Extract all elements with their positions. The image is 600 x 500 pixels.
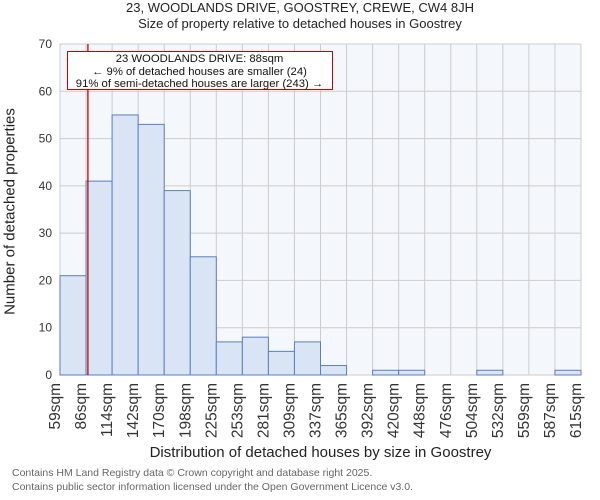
svg-text:198sqm: 198sqm: [177, 383, 194, 438]
svg-text:559sqm: 559sqm: [516, 383, 533, 438]
svg-text:337sqm: 337sqm: [308, 383, 325, 438]
svg-text:504sqm: 504sqm: [464, 383, 481, 438]
svg-text:70: 70: [39, 37, 53, 51]
svg-text:365sqm: 365sqm: [334, 383, 351, 438]
svg-text:448sqm: 448sqm: [412, 383, 429, 438]
svg-text:309sqm: 309sqm: [281, 383, 298, 438]
svg-text:170sqm: 170sqm: [151, 383, 168, 438]
svg-text:86sqm: 86sqm: [73, 383, 90, 430]
svg-text:420sqm: 420sqm: [386, 383, 403, 438]
svg-text:114sqm: 114sqm: [99, 383, 116, 437]
svg-text:0: 0: [45, 368, 52, 382]
svg-text:615sqm: 615sqm: [568, 383, 585, 438]
svg-text:40: 40: [39, 179, 53, 193]
svg-text:253sqm: 253sqm: [229, 383, 246, 438]
svg-text:587sqm: 587sqm: [542, 383, 559, 438]
svg-text:60: 60: [39, 84, 53, 98]
svg-text:392sqm: 392sqm: [360, 383, 377, 438]
svg-text:476sqm: 476sqm: [438, 383, 455, 438]
svg-text:10: 10: [39, 321, 53, 335]
svg-text:20: 20: [39, 273, 53, 287]
svg-text:142sqm: 142sqm: [125, 383, 142, 438]
svg-text:50: 50: [39, 132, 53, 146]
svg-text:59sqm: 59sqm: [47, 383, 64, 430]
svg-text:281sqm: 281sqm: [255, 383, 272, 438]
svg-text:532sqm: 532sqm: [490, 383, 507, 438]
svg-text:225sqm: 225sqm: [203, 383, 220, 438]
svg-text:30: 30: [39, 226, 53, 240]
